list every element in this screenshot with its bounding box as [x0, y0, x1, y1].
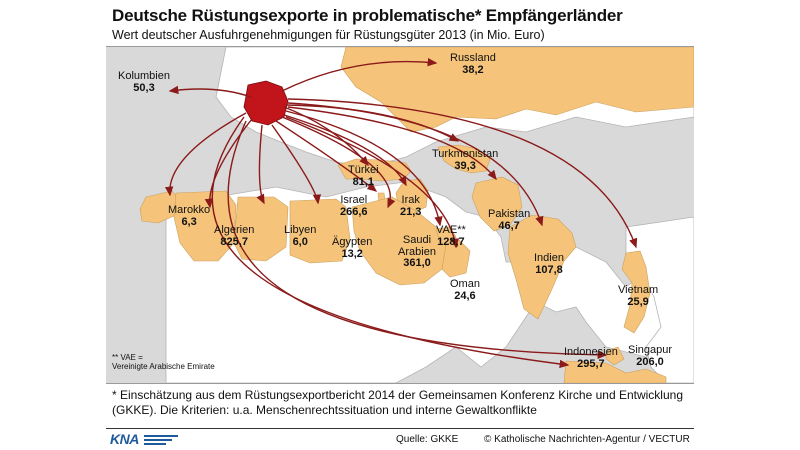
kna-logo: KNA — [110, 431, 139, 447]
chart-subtitle: Wert deutscher Ausfuhrgenehmigungen für … — [112, 28, 545, 42]
arrow-saudi — [281, 116, 396, 209]
arrow-libyen — [256, 124, 265, 205]
arrow-indien — [287, 102, 544, 227]
country-indien — [507, 214, 577, 320]
label-indien: Indien 107,8 — [534, 252, 564, 276]
arrow-irak — [283, 114, 407, 187]
arrow-marokko — [164, 112, 247, 197]
label-libyen: Libyen 6,0 — [284, 224, 317, 248]
label-turkmenistan: Turkmenistan 39,3 — [432, 148, 499, 172]
arrow-singapur — [227, 120, 608, 360]
country-turkmenistan — [437, 144, 491, 174]
arrow-vae — [285, 110, 443, 227]
footer-bar: KNA Quelle: GKKE © Katholische Nachricht… — [106, 428, 694, 449]
country-marokko — [139, 190, 181, 224]
footnote: * Einschätzung aus dem Rüstungsexportber… — [112, 388, 683, 418]
label-israel: Israel 266,6 — [340, 194, 368, 218]
arrow-vietnam — [287, 98, 638, 249]
arrow-aegypten — [271, 124, 322, 205]
country-pakistan — [471, 176, 523, 232]
arrow-algerien — [204, 118, 253, 209]
arrow-indonesien — [211, 116, 570, 369]
label-russland: Russland 38,2 — [450, 52, 496, 76]
abbreviation-note: ** VAE = Vereinigte Arabische Emirate — [112, 353, 215, 372]
arrow-oman — [285, 116, 459, 249]
label-aegypten: Ägypten 13,2 — [332, 236, 373, 260]
label-vietnam: Vietnam 25,9 — [618, 284, 659, 308]
country-indonesien — [563, 360, 667, 383]
country-algerien — [173, 190, 237, 262]
arrow-pakistan — [287, 106, 497, 181]
label-singapur: Singapur 206,0 — [628, 344, 673, 368]
label-tuerkei: Türkei 81,1 — [348, 164, 379, 188]
label-saudi-arabien: Saudi Arabien 361,0 — [398, 234, 436, 270]
source-text: Quelle: GKKE — [396, 434, 459, 445]
recipient-countries — [139, 47, 694, 383]
kna-logo-bars-icon — [144, 435, 178, 447]
map-canvas — [139, 47, 694, 383]
country-deutschland — [243, 80, 289, 126]
country-russland — [340, 47, 694, 133]
chart-title: Deutsche Rüstungsexporte in problematisc… — [112, 6, 623, 25]
country-libyen — [233, 196, 289, 262]
label-algerien: Algerien 825,7 — [214, 224, 255, 248]
country-vietnam — [621, 250, 651, 334]
credit-text: © Katholische Nachrichten-Agentur / VECT… — [484, 434, 690, 445]
export-arrows — [164, 57, 638, 369]
label-oman: Oman 24,6 — [450, 278, 480, 302]
export-map: Kolumbien 50,3 Russland 38,2 Türkei 81,1 Tu… — [106, 46, 694, 384]
country-saudi-arabien — [351, 196, 447, 286]
label-pakistan: Pakistan 46,7 — [488, 208, 531, 232]
label-vae: VAE** 128,7 — [436, 224, 466, 248]
label-irak: Irak 21,3 — [400, 194, 422, 218]
arrow-israel — [275, 120, 378, 192]
arrow-kolumbien — [168, 85, 252, 98]
label-indonesien: Indonesien 295,7 — [564, 346, 618, 370]
country-aegypten — [289, 198, 351, 264]
label-kolumbien: Kolumbien 50,3 — [118, 70, 170, 94]
label-marokko: Marokko 6,3 — [168, 204, 211, 228]
arrow-russland — [281, 57, 438, 92]
